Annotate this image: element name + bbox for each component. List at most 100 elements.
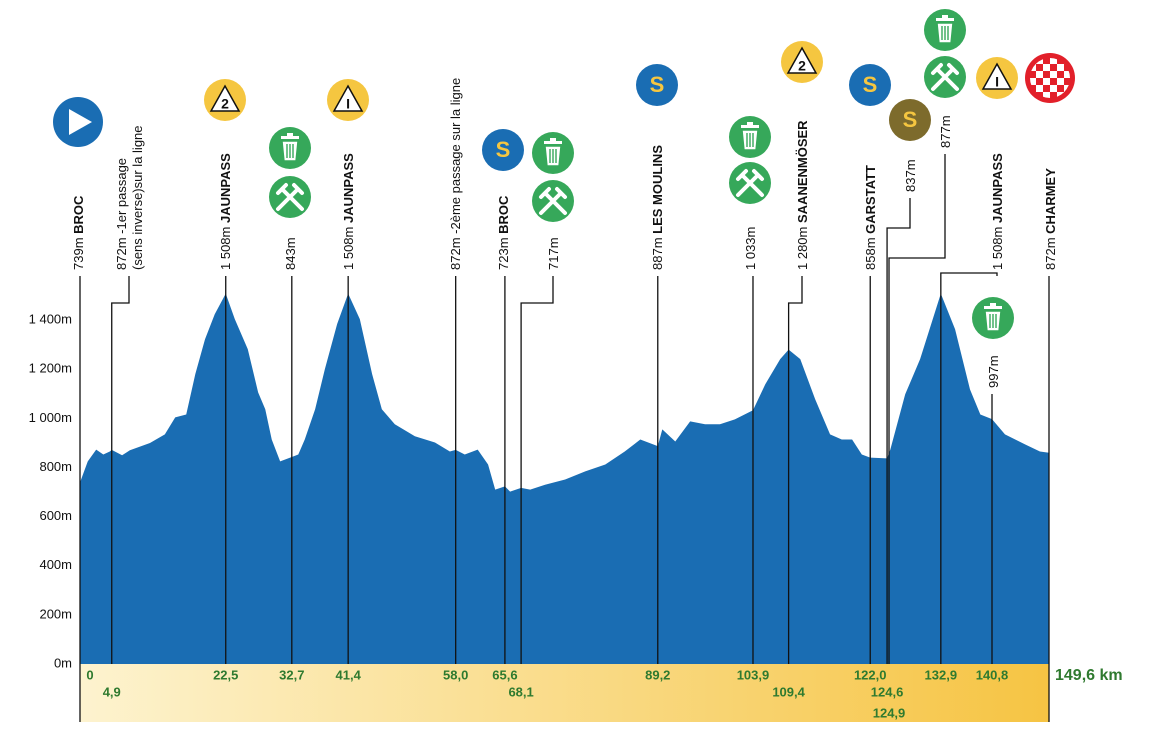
icon-glyph xyxy=(981,62,1013,90)
icon-kom: 2 xyxy=(781,41,823,83)
marker-line xyxy=(520,276,554,664)
icon-glyph xyxy=(550,138,556,141)
distance-band xyxy=(80,664,1049,722)
y-tick-label: 1 200m xyxy=(29,361,72,376)
icon-sprint: S xyxy=(849,64,891,106)
marker-altitude: 1 508m xyxy=(341,227,356,270)
marker-name: BROC xyxy=(496,195,511,234)
marker-label: 1 508m JAUNPASS xyxy=(341,153,356,270)
marker-altitude: 872m xyxy=(448,237,463,270)
marker-label: 1 508m JAUNPASS xyxy=(990,153,1005,270)
icon-waste xyxy=(269,127,311,169)
icon-kom: 2 xyxy=(204,79,246,121)
marker-name: JAUNPASS xyxy=(990,153,1005,223)
marker-altitude: 887m xyxy=(650,237,665,270)
icon-glyph xyxy=(281,140,299,162)
marker-label: 739m BROC xyxy=(71,195,86,270)
icon-glyph xyxy=(69,109,92,135)
icon-glyph xyxy=(936,22,954,44)
marker-altitude: 858m xyxy=(863,237,878,270)
marker-label: 858m GARSTATT xyxy=(863,165,878,270)
km-label: 22,5 xyxy=(213,667,238,682)
marker-line xyxy=(111,276,130,664)
marker-altitude: 1 508m xyxy=(218,227,233,270)
y-tick-label: 1 400m xyxy=(29,312,72,327)
icon-glyph xyxy=(741,125,759,128)
icon-text: 2 xyxy=(221,96,229,112)
y-tick-label: 600m xyxy=(39,508,72,523)
marker-name: JAUNPASS xyxy=(218,153,233,223)
icon-glyph xyxy=(747,122,753,125)
icon-glyph xyxy=(741,129,759,151)
icon-text: S xyxy=(903,107,918,132)
icon-glyph xyxy=(984,306,1002,309)
marker-label: 887m LES MOULINS xyxy=(650,145,665,270)
marker-name: SAANENMÖSER xyxy=(795,120,810,223)
marker-label: 997m xyxy=(986,355,1001,388)
icon-glyph xyxy=(209,84,241,112)
icon-glyph xyxy=(990,303,996,306)
marker-label: 1 508m JAUNPASS xyxy=(218,153,233,270)
y-tick-label: 200m xyxy=(39,606,72,621)
icon-feed xyxy=(729,162,771,204)
icon-glyph xyxy=(984,310,1002,332)
marker-label: 872m CHARMEY xyxy=(1043,168,1058,270)
marker-name: GARSTATT xyxy=(863,165,878,234)
icon-glyph xyxy=(931,63,959,91)
icon-glyph xyxy=(936,18,954,21)
km-label: 122,0 xyxy=(854,667,887,682)
marker-label: 1 033m xyxy=(743,227,758,270)
icon-sprint: S xyxy=(482,129,524,171)
icon-text: S xyxy=(650,72,665,97)
km-label: 4,9 xyxy=(103,684,121,699)
marker-altitude: 997m xyxy=(986,355,1001,388)
icon-bonus: S xyxy=(889,99,931,141)
marker-altitude: 877m xyxy=(938,115,953,148)
marker-altitude: 872m xyxy=(1043,237,1058,270)
km-label: 149,6 km xyxy=(1055,667,1123,684)
icon-feed xyxy=(532,180,574,222)
y-tick-label: 800m xyxy=(39,459,72,474)
km-label: 68,1 xyxy=(508,684,533,699)
icon-bg xyxy=(889,99,931,141)
km-label: 0 xyxy=(86,667,93,682)
y-tick-label: 1 000m xyxy=(29,410,72,425)
marker-line xyxy=(886,198,911,664)
icon-feed xyxy=(924,56,966,98)
icon-bg xyxy=(849,64,891,106)
y-tick-label: 400m xyxy=(39,557,72,572)
icon-feed xyxy=(269,176,311,218)
marker-altitude: 843m xyxy=(283,237,298,270)
marker-name: LES MOULINS xyxy=(650,145,665,234)
marker-altitude: 1 280m xyxy=(795,227,810,270)
marker-name: BROC xyxy=(71,195,86,234)
km-label: 140,8 xyxy=(976,667,1009,682)
icon-text: 2 xyxy=(798,58,806,74)
marker-line xyxy=(940,272,998,664)
y-tick-label: 0m xyxy=(54,655,72,670)
marker-altitude: 1 033m xyxy=(743,227,758,270)
icon-sprint: S xyxy=(636,64,678,106)
icon-glyph xyxy=(544,141,562,144)
icon-glyph xyxy=(281,136,299,139)
marker-altitude: 837m xyxy=(903,159,918,192)
elevation-area xyxy=(80,293,1049,664)
marker-altitude: 872m xyxy=(114,237,129,270)
icon-text: I xyxy=(995,74,999,90)
icon-start xyxy=(53,97,103,147)
icon-glyph xyxy=(539,187,567,215)
icon-waste xyxy=(972,297,1014,339)
marker-label: 837m xyxy=(903,159,918,192)
marker-altitude: 739m xyxy=(71,237,86,270)
km-label: 103,9 xyxy=(737,667,770,682)
icon-glyph xyxy=(332,84,364,112)
km-label: 89,2 xyxy=(645,667,670,682)
km-label: 124,9 xyxy=(873,705,906,720)
icon-finish xyxy=(1025,53,1075,103)
plot: 0m 200m 400m 600m 800m 1 000m 1 200m 1 400m 739m… xyxy=(29,9,1123,722)
icon-bg xyxy=(636,64,678,106)
marker-altitude: 717m xyxy=(546,237,561,270)
marker-altitude: 723m xyxy=(496,237,511,270)
icon-glyph xyxy=(786,46,818,74)
marker-label: 877m xyxy=(938,115,953,148)
